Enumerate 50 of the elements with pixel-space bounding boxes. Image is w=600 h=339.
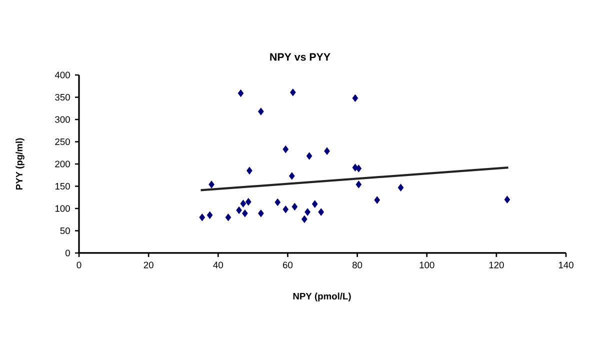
y-tick-label: 350 — [55, 94, 70, 101]
point — [356, 180, 362, 188]
point — [258, 108, 264, 116]
point — [246, 198, 252, 206]
point — [318, 208, 324, 216]
point — [225, 214, 232, 222]
y-tick-label: 250 — [55, 138, 70, 146]
point — [356, 164, 362, 172]
point — [282, 146, 288, 154]
point — [324, 147, 330, 155]
point — [504, 196, 510, 204]
point — [398, 184, 404, 192]
point — [258, 210, 264, 218]
x-tick-label: 80 — [352, 262, 362, 268]
y-tick-label: 0 — [65, 250, 70, 256]
point — [208, 180, 214, 188]
point — [312, 200, 318, 208]
point — [292, 202, 298, 210]
x-tick-label: 120 — [489, 262, 504, 268]
y-tick-label: 50 — [60, 227, 70, 234]
point — [304, 208, 310, 216]
x-tick-label: 0 — [76, 262, 82, 268]
point — [302, 215, 308, 223]
x-tick-label: 40 — [213, 262, 223, 268]
point — [206, 211, 213, 219]
y-tick-label: 150 — [55, 182, 70, 190]
x-tick-label: 140 — [558, 262, 574, 268]
point — [282, 206, 288, 214]
point — [236, 206, 242, 214]
point — [274, 198, 280, 206]
x-tick-label: 100 — [420, 262, 434, 268]
y-tick-label: 300 — [55, 116, 70, 123]
point — [246, 166, 252, 174]
y-tick-label: 400 — [54, 72, 70, 78]
point — [199, 214, 206, 222]
chart-title: NPY vs PYY — [270, 53, 330, 61]
x-tick-label: 60 — [283, 262, 293, 268]
y-axis-title: PYY (pg/ml) — [16, 138, 24, 190]
y-tick-label: 200 — [55, 160, 70, 168]
x-tick-label: 20 — [144, 262, 154, 268]
x-axis-title: NPY (pmol/L) — [293, 292, 351, 302]
point — [242, 210, 248, 218]
point — [290, 88, 296, 96]
point — [289, 172, 295, 180]
point — [374, 196, 380, 204]
point — [306, 152, 312, 160]
point — [240, 200, 246, 208]
y-tick-label: 100 — [55, 205, 70, 212]
point — [352, 94, 358, 102]
point — [238, 90, 244, 97]
